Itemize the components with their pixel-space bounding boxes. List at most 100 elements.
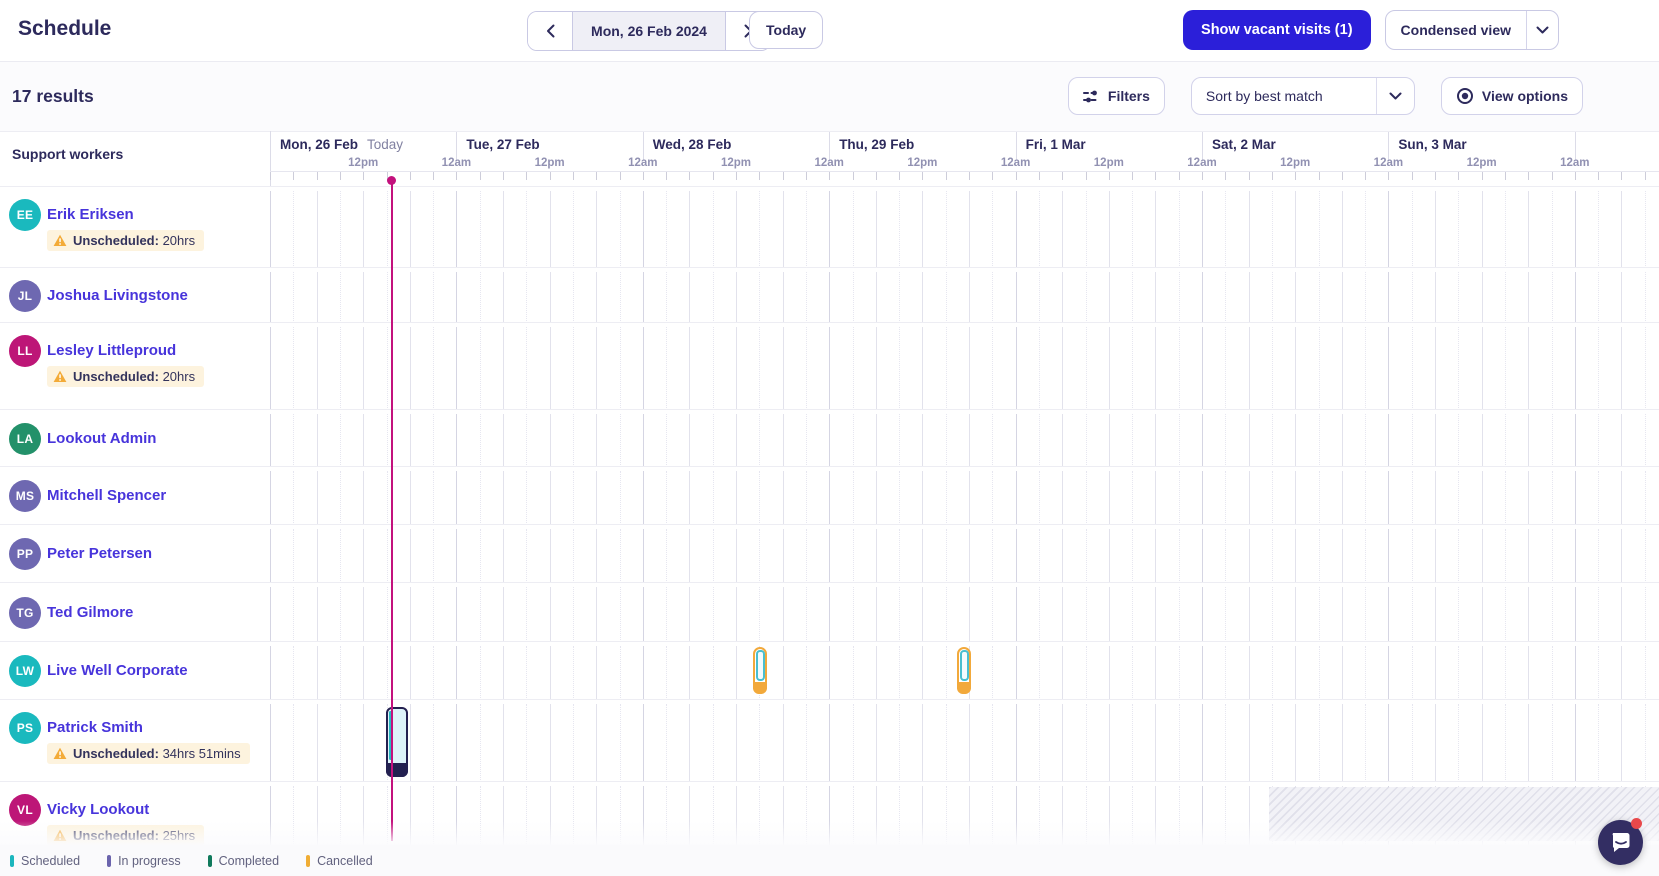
grid-line bbox=[1411, 272, 1413, 323]
grid-line bbox=[1411, 529, 1413, 583]
grid-line bbox=[1458, 272, 1460, 323]
worker-row[interactable]: LA Lookout Admin bbox=[0, 410, 269, 467]
grid-line bbox=[992, 471, 994, 525]
grid-line bbox=[1108, 191, 1110, 268]
filters-button[interactable]: Filters bbox=[1067, 77, 1165, 115]
worker-name-link[interactable]: Live Well Corporate bbox=[47, 662, 188, 679]
chat-icon bbox=[1610, 832, 1632, 853]
grid-line bbox=[945, 327, 947, 410]
worker-row[interactable]: MS Mitchell Spencer bbox=[0, 467, 269, 525]
grid-line bbox=[1295, 414, 1297, 467]
time-tick bbox=[1062, 172, 1064, 180]
grid-line bbox=[572, 587, 574, 642]
grid-line bbox=[1225, 704, 1227, 782]
time-tick bbox=[549, 172, 551, 180]
visit-block[interactable] bbox=[386, 707, 408, 777]
grid-line bbox=[782, 414, 784, 467]
worker-avatar: LA bbox=[9, 423, 41, 455]
grid-line bbox=[1015, 704, 1017, 782]
visit-block[interactable] bbox=[957, 647, 971, 694]
grid-line bbox=[572, 704, 574, 782]
filters-label: Filters bbox=[1107, 88, 1150, 104]
grid-line bbox=[666, 272, 668, 323]
grid-line bbox=[759, 704, 761, 782]
grid-line bbox=[1341, 529, 1343, 583]
grid-line bbox=[1225, 272, 1227, 323]
worker-row[interactable]: LW Live Well Corporate bbox=[0, 642, 269, 700]
grid-line bbox=[666, 587, 668, 642]
worker-name-link[interactable]: Lesley Littleproud bbox=[47, 342, 177, 359]
grid-line bbox=[456, 471, 458, 525]
worker-name-link[interactable]: Ted Gilmore bbox=[47, 604, 134, 621]
grid-line bbox=[782, 587, 784, 642]
grid-line bbox=[433, 529, 435, 583]
worker-name-link[interactable]: Vicky Lookout bbox=[47, 801, 150, 818]
view-mode-split-button: Condensed view bbox=[1384, 10, 1559, 50]
time-tick bbox=[1504, 172, 1506, 180]
grid-line bbox=[899, 471, 901, 525]
grid-line bbox=[1481, 471, 1483, 525]
current-time-line bbox=[391, 180, 393, 841]
grid-line bbox=[642, 646, 644, 700]
grid-line bbox=[1435, 191, 1436, 268]
unscheduled-badge: Unscheduled: 34hrs 51mins bbox=[47, 743, 250, 764]
visit-footer-cap bbox=[753, 682, 767, 694]
legend-item: Cancelled bbox=[306, 854, 373, 868]
grid-line bbox=[456, 414, 458, 467]
worker-row[interactable]: TG Ted Gilmore bbox=[0, 583, 269, 642]
sort-menu-button[interactable] bbox=[1377, 78, 1414, 114]
grid-line bbox=[386, 587, 388, 642]
worker-name-link[interactable]: Peter Petersen bbox=[47, 545, 153, 562]
grid-line bbox=[852, 471, 854, 525]
grid-line bbox=[619, 704, 621, 782]
current-date-display[interactable]: Mon, 26 Feb 2024 bbox=[572, 12, 726, 50]
worker-name-link[interactable]: Joshua Livingstone bbox=[47, 287, 188, 304]
worker-row[interactable]: EE Erik Eriksen Unscheduled: 20hrs bbox=[0, 187, 269, 268]
worker-name-link[interactable]: Erik Eriksen bbox=[47, 206, 134, 223]
worker-name-link[interactable]: Patrick Smith bbox=[47, 719, 143, 736]
grid-line bbox=[1062, 587, 1064, 642]
grid-line bbox=[1295, 587, 1297, 642]
grid-line bbox=[270, 587, 271, 642]
chevron-left-icon bbox=[546, 24, 555, 38]
grid-line bbox=[526, 704, 528, 782]
sort-dropdown: Sort by best match bbox=[1190, 77, 1415, 115]
grid-line bbox=[1108, 471, 1110, 525]
today-button[interactable]: Today bbox=[749, 11, 824, 49]
time-tick bbox=[759, 172, 761, 180]
previous-day-button[interactable] bbox=[528, 12, 572, 50]
grid-line bbox=[339, 272, 341, 323]
view-mode-menu-button[interactable] bbox=[1527, 11, 1558, 49]
grid-line bbox=[805, 529, 807, 583]
condensed-view-button[interactable]: Condensed view bbox=[1400, 22, 1511, 38]
grid-line bbox=[829, 646, 831, 700]
grid-line bbox=[1318, 272, 1320, 323]
button-divider bbox=[1526, 11, 1527, 49]
worker-row[interactable]: LL Lesley Littleproud Unscheduled: 20hrs bbox=[0, 323, 269, 410]
grid-line bbox=[1015, 587, 1017, 642]
sort-selected-value[interactable]: Sort by best match bbox=[1205, 88, 1323, 104]
worker-row[interactable]: PS Patrick Smith Unscheduled: 34hrs 51mins bbox=[0, 700, 269, 782]
grid-line bbox=[572, 646, 574, 700]
grid-line bbox=[596, 529, 598, 583]
grid-line bbox=[1155, 529, 1157, 583]
worker-name-link[interactable]: Mitchell Spencer bbox=[47, 487, 167, 504]
grid-line bbox=[316, 191, 318, 268]
grid-line bbox=[549, 191, 551, 268]
show-vacant-visits-button[interactable]: Show vacant visits (1) bbox=[1183, 10, 1371, 50]
day-label: Sun, 3 Mar bbox=[1398, 137, 1467, 152]
row-divider bbox=[0, 582, 1659, 583]
view-options-button[interactable]: View options bbox=[1440, 77, 1583, 115]
worker-row[interactable]: PP Peter Petersen bbox=[0, 525, 269, 583]
grid-line bbox=[969, 272, 970, 323]
grid-line bbox=[1038, 414, 1040, 467]
visit-block[interactable] bbox=[753, 647, 767, 694]
time-tick bbox=[1341, 172, 1343, 180]
tick-baseline bbox=[270, 171, 1659, 172]
day-header: Wed, 28 Feb bbox=[653, 137, 732, 152]
worker-row[interactable]: JL Joshua Livingstone bbox=[0, 268, 269, 323]
worker-name-link[interactable]: Lookout Admin bbox=[47, 430, 157, 447]
chat-launcher-button[interactable] bbox=[1598, 818, 1643, 865]
grid-line bbox=[1108, 529, 1110, 583]
grid-line bbox=[456, 587, 458, 642]
